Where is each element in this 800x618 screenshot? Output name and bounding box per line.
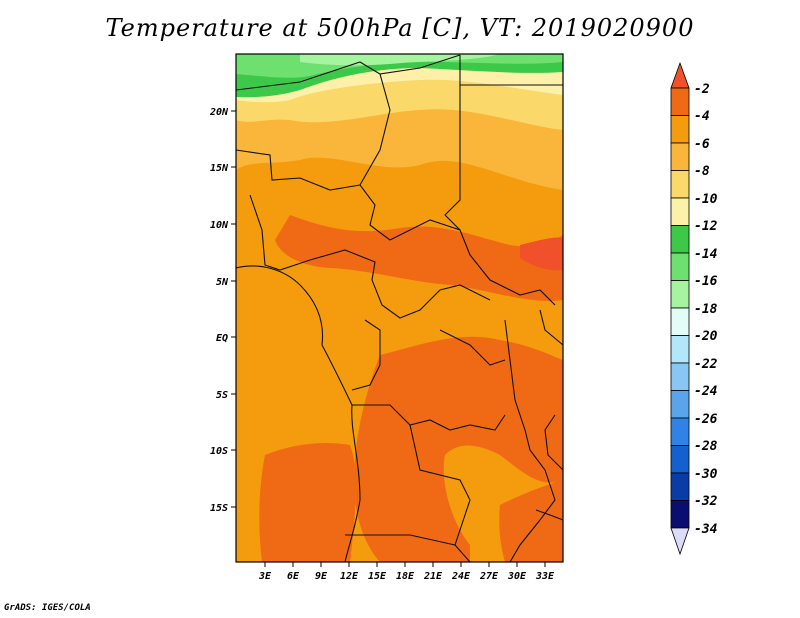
footer-credit: GrADS: IGES/COLA bbox=[4, 603, 91, 613]
lon-tick-label: 18E bbox=[396, 571, 415, 582]
lat-tick-label: 10N bbox=[210, 220, 229, 231]
colorbar-segment bbox=[670, 417, 690, 446]
colorbar-label: -16 bbox=[694, 274, 718, 289]
colorbar-label: -4 bbox=[694, 109, 710, 124]
lon-tick-label: 24E bbox=[451, 571, 471, 582]
colorbar-label: -2 bbox=[694, 82, 710, 97]
colorbar-label: -24 bbox=[694, 384, 718, 399]
lon-tick-label: 33E bbox=[535, 571, 555, 582]
colorbar-label: -22 bbox=[694, 357, 718, 372]
lat-tick-label: 5S bbox=[216, 390, 228, 401]
colorbar-segment bbox=[670, 335, 690, 364]
lon-tick-label: 12E bbox=[340, 571, 359, 582]
colorbar-label: -20 bbox=[694, 329, 718, 344]
colorbar-bottom-triangle bbox=[670, 527, 690, 556]
colorbar-segment bbox=[670, 252, 690, 281]
colorbar-label: -10 bbox=[694, 192, 718, 207]
lon-tick-label: 15E bbox=[368, 571, 387, 582]
country-borders bbox=[236, 54, 563, 562]
colorbar-segment bbox=[670, 115, 690, 144]
lon-tick-label: 3E bbox=[258, 571, 272, 582]
colorbar-segment bbox=[670, 445, 690, 474]
colorbar-segment bbox=[670, 307, 690, 336]
lat-tick-label: 15S bbox=[210, 503, 228, 514]
colorbar-label: -8 bbox=[694, 164, 710, 179]
lon-tick-label: 27E bbox=[479, 571, 499, 582]
colorbar-segment bbox=[670, 170, 690, 199]
map-frame bbox=[235, 53, 564, 563]
colorbar-label: -14 bbox=[694, 247, 718, 262]
lat-axis: 20N 15N 10N 5N EQ 5S 10S 15S bbox=[209, 107, 236, 514]
colorbar-segment bbox=[670, 390, 690, 419]
lat-tick-label: 20N bbox=[209, 107, 229, 118]
lat-tick-label: 5N bbox=[216, 277, 229, 288]
lon-tick-label: 6E bbox=[287, 571, 300, 582]
colorbar-segment bbox=[670, 500, 690, 529]
colorbar-label: -18 bbox=[694, 302, 718, 317]
temperature-field bbox=[236, 54, 563, 562]
colorbar bbox=[670, 61, 690, 556]
colorbar-label: -34 bbox=[694, 522, 718, 537]
lon-tick-label: 9E bbox=[315, 571, 328, 582]
colorbar-segment bbox=[670, 472, 690, 501]
colorbar-label: -28 bbox=[694, 439, 718, 454]
colorbar-label: -32 bbox=[694, 494, 718, 509]
lon-axis: 3E 6E 9E 12E 15E 18E 21E 24E 27E 30E 33E bbox=[258, 562, 555, 582]
lat-tick-label: 15N bbox=[210, 163, 229, 174]
colorbar-segment bbox=[670, 225, 690, 254]
colorbar-segment bbox=[670, 280, 690, 309]
colorbar-label: -12 bbox=[694, 219, 718, 234]
map-title: Temperature at 500hPa [C], VT: 201902090… bbox=[105, 14, 695, 42]
colorbar-segment bbox=[670, 142, 690, 171]
colorbar-label: -6 bbox=[694, 137, 710, 152]
colorbar-label: -26 bbox=[694, 412, 718, 427]
lon-tick-label: 21E bbox=[423, 571, 443, 582]
colorbar-segment bbox=[670, 362, 690, 391]
colorbar-segment bbox=[670, 87, 690, 116]
lon-tick-label: 30E bbox=[507, 571, 527, 582]
lat-tick-label: EQ bbox=[216, 333, 228, 344]
colorbar-segment bbox=[670, 197, 690, 226]
lat-tick-label: 10S bbox=[210, 446, 228, 457]
colorbar-labels: -2 -4 -6 -8 -10 -12 -14 -16 -18 -20 -22 … bbox=[694, 82, 718, 537]
colorbar-label: -30 bbox=[694, 467, 718, 482]
colorbar-top-triangle bbox=[670, 61, 690, 89]
